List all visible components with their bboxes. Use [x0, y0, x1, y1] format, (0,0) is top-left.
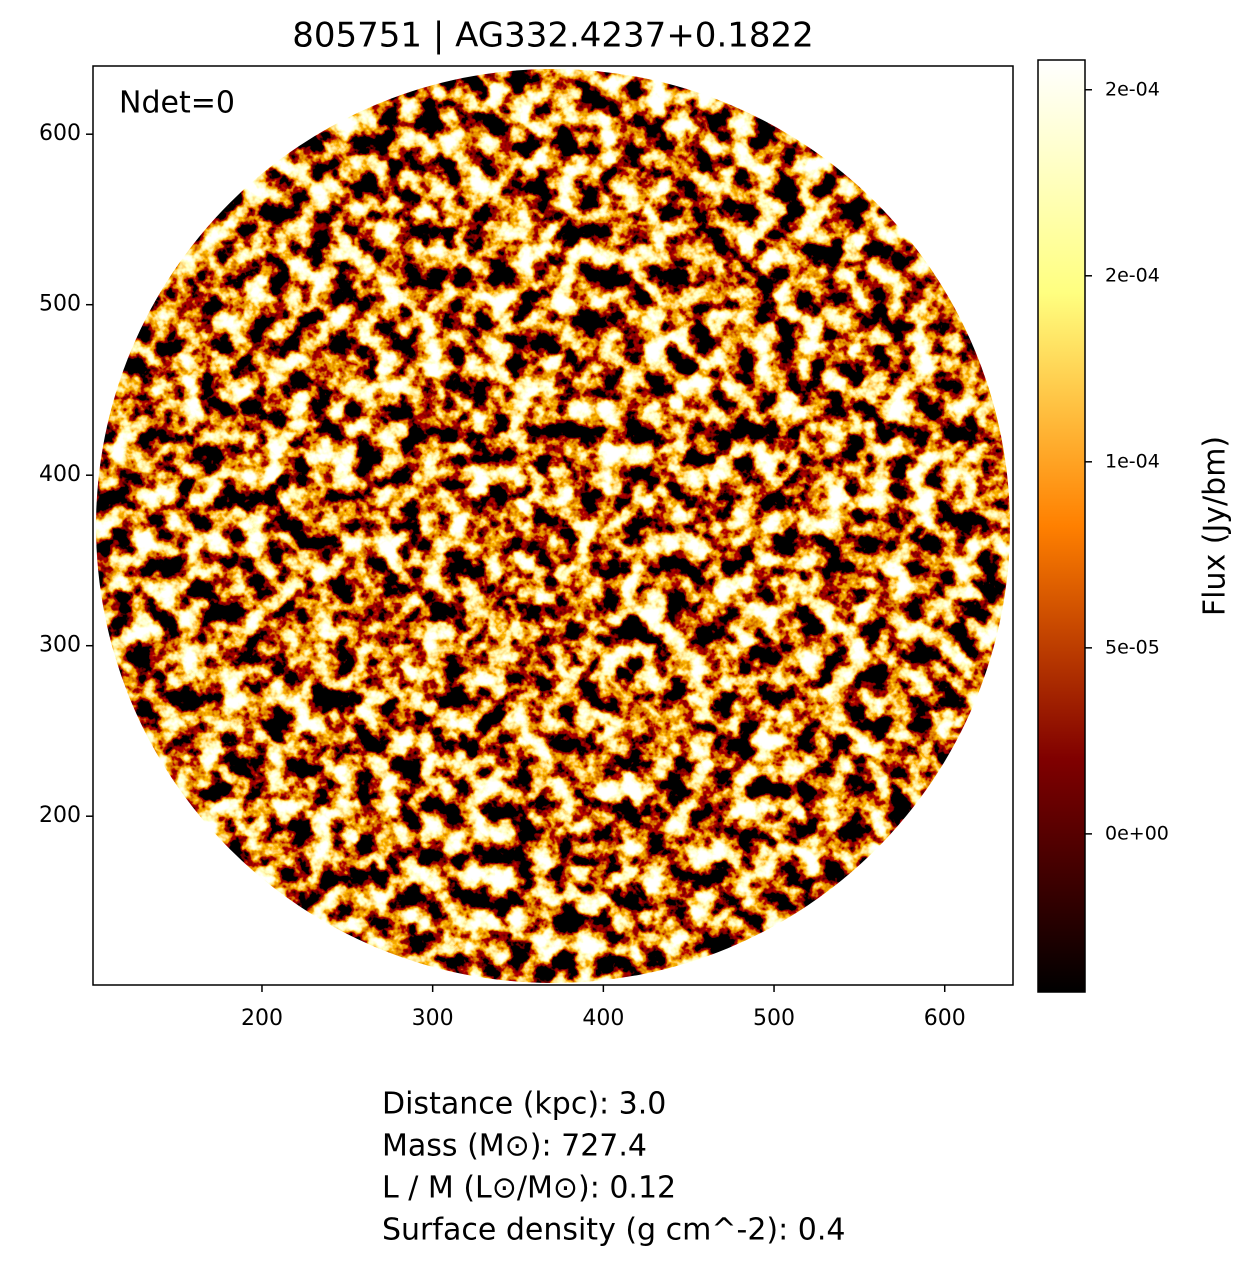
colorbar-tick-label: 5e-05: [1105, 636, 1160, 658]
axes-frame: [92, 65, 1014, 986]
colorbar-tick-label: 2e-04: [1105, 78, 1160, 100]
info-line: L / M (L⊙/M⊙): 0.12: [382, 1171, 676, 1206]
annotation: Ndet=0: [119, 86, 235, 121]
x-tick-label: 500: [753, 1006, 795, 1031]
colorbar: [1037, 59, 1086, 993]
info-line: Surface density (g cm^-2): 0.4: [382, 1213, 845, 1248]
x-tick-label: 600: [924, 1006, 966, 1031]
x-tick-label: 200: [241, 1006, 283, 1031]
colorbar-tick-label: 0e+00: [1105, 822, 1169, 844]
info-line: Mass (M⊙): 727.4: [382, 1129, 647, 1164]
image: [96, 69, 1010, 983]
y-tick-label: 500: [39, 292, 81, 317]
y-tick-label: 300: [39, 633, 81, 658]
colorbar-tick-label: 2e-04: [1105, 264, 1160, 286]
y-tick-label: 400: [39, 462, 81, 487]
colorbar-tick-label: 1e-04: [1105, 450, 1160, 472]
chart-title: 805751 | AG332.4237+0.1822: [292, 16, 814, 56]
y-tick-label: 200: [39, 803, 81, 828]
x-tick-label: 300: [412, 1006, 454, 1031]
x-tick-label: 400: [582, 1006, 624, 1031]
colorbar-label: Flux (Jy/bm): [1198, 436, 1233, 616]
y-tick-label: 600: [39, 121, 81, 146]
info-line: Distance (kpc): 3.0: [382, 1087, 666, 1122]
image-pixels: [96, 69, 1010, 983]
